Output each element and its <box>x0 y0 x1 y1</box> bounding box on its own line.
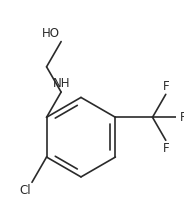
Text: F: F <box>162 80 169 93</box>
Text: Cl: Cl <box>19 184 31 197</box>
Text: F: F <box>162 142 169 155</box>
Text: NH: NH <box>52 77 70 90</box>
Text: F: F <box>180 111 184 124</box>
Text: HO: HO <box>42 27 60 40</box>
